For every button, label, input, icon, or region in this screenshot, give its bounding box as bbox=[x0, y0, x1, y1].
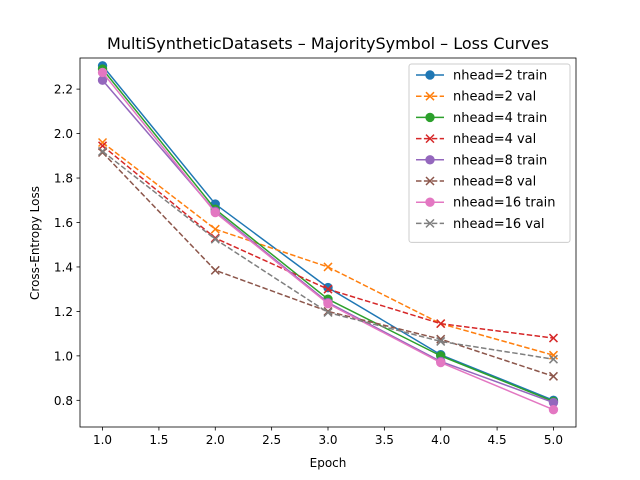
data-point-s6-p2 bbox=[323, 298, 333, 309]
data-point-s1-p1-stroke-b bbox=[210, 224, 220, 234]
legend-marker-7-stroke-b bbox=[425, 218, 435, 228]
legend-marker-3-stroke-b bbox=[425, 134, 435, 144]
y-tick-label-6: 2.0 bbox=[54, 127, 73, 141]
x-tick-label-7: 4.5 bbox=[488, 433, 507, 447]
data-point-s3-p4 bbox=[548, 333, 558, 343]
x-tick-label-3: 2.5 bbox=[262, 433, 281, 447]
legend-label-3: nhead=4 val bbox=[453, 132, 536, 147]
x-tick-label-2: 2.0 bbox=[206, 433, 225, 447]
data-point-s1-p0 bbox=[98, 137, 108, 148]
data-point-s7-p3 bbox=[436, 336, 446, 346]
legend-label-2: nhead=4 train bbox=[453, 111, 547, 126]
data-point-s5-p4 bbox=[548, 371, 558, 381]
x-axis-label: Epoch bbox=[310, 456, 347, 470]
legend-marker-7 bbox=[425, 218, 435, 228]
x-tick-label-5: 3.5 bbox=[375, 433, 394, 447]
data-point-s3-p3 bbox=[436, 319, 446, 329]
data-point-s5-p2 bbox=[323, 306, 333, 316]
y-tick-label-7: 2.2 bbox=[54, 83, 73, 97]
data-point-s7-p1 bbox=[210, 234, 220, 244]
y-tick-label-5: 1.8 bbox=[54, 172, 73, 186]
y-tick-label-1: 1.0 bbox=[54, 349, 73, 363]
legend-box bbox=[408, 63, 571, 243]
y-tick-label-2: 1.2 bbox=[54, 305, 73, 319]
data-point-s1-p0-stroke-b bbox=[98, 137, 108, 148]
y-axis-label: Cross-Entropy Loss bbox=[28, 186, 42, 300]
data-point-s1-p4 bbox=[548, 350, 558, 360]
legend-marker-5 bbox=[425, 176, 435, 186]
data-point-s5-p1 bbox=[210, 265, 220, 275]
x-tick-label-8: 5.0 bbox=[544, 433, 563, 447]
data-point-s3-p2 bbox=[323, 284, 333, 294]
data-point-s3-p4-stroke-b bbox=[548, 333, 558, 343]
legend-label-7: nhead=16 val bbox=[453, 217, 545, 232]
legend-marker-3 bbox=[425, 134, 435, 144]
legend-marker-0 bbox=[425, 70, 435, 80]
data-point-s7-p4 bbox=[548, 354, 558, 364]
data-point-s5-p1-stroke-b bbox=[210, 265, 220, 275]
x-tick-label-1: 1.5 bbox=[149, 433, 168, 447]
data-point-s5-p4-stroke-b bbox=[548, 371, 558, 381]
data-point-s6-p3 bbox=[436, 357, 446, 368]
y-tick-label-3: 1.4 bbox=[54, 260, 73, 274]
plot-area: 1.0 1.5 2.0 2.5 3.0 3.5 4.0 4.5 5.0 0.8 1.0 1.2 1.4 1… bbox=[54, 57, 577, 447]
legend-label-5: nhead=8 val bbox=[453, 175, 536, 190]
legend-marker-1 bbox=[425, 91, 435, 101]
data-point-s1-p2 bbox=[323, 262, 333, 272]
y-tick-label-0: 0.8 bbox=[54, 394, 73, 408]
data-point-s6-p1 bbox=[210, 207, 220, 218]
data-point-s3-p3-stroke-b bbox=[436, 319, 446, 329]
y-tick-label-4: 1.6 bbox=[54, 216, 73, 230]
data-point-s7-p0-stroke-b bbox=[98, 146, 108, 156]
x-tick-label-6: 4.0 bbox=[431, 433, 450, 447]
data-point-s7-p4-stroke-b bbox=[548, 354, 558, 364]
legend: nhead=2 train nhead=2 val nhead=4 train nhe… bbox=[408, 63, 571, 243]
legend-marker-5-stroke-b bbox=[425, 176, 435, 186]
x-tick-label-4: 3.0 bbox=[318, 433, 337, 447]
data-point-s1-p4-stroke-b bbox=[548, 350, 558, 360]
x-tick-label-0: 1.0 bbox=[93, 433, 112, 447]
data-point-s5-p0-stroke-b bbox=[98, 147, 108, 158]
series-line-5 bbox=[102, 151, 554, 378]
legend-label-6: nhead=16 train bbox=[453, 196, 556, 211]
data-point-s6-p4 bbox=[548, 404, 559, 415]
legend-label-1: nhead=2 val bbox=[453, 90, 536, 105]
legend-marker-4 bbox=[425, 155, 435, 165]
chart-title: MultiSyntheticDatasets – MajoritySymbol … bbox=[107, 34, 549, 53]
data-point-s3-p2-stroke-b bbox=[323, 284, 333, 294]
data-point-s7-p2 bbox=[323, 307, 333, 318]
legend-label-0: nhead=2 train bbox=[453, 69, 547, 84]
data-point-s5-p2-stroke-b bbox=[323, 306, 333, 316]
data-point-s1-p1 bbox=[210, 224, 220, 234]
data-point-s7-p0 bbox=[98, 146, 108, 156]
legend-marker-6 bbox=[425, 197, 435, 207]
data-point-s5-p0 bbox=[98, 147, 108, 158]
data-point-s3-p1-stroke-b bbox=[210, 233, 220, 243]
data-point-s5-p3-stroke-b bbox=[436, 334, 446, 344]
data-point-s7-p3-stroke-b bbox=[436, 336, 446, 346]
data-point-s7-p2-stroke-b bbox=[323, 307, 333, 318]
data-point-s7-p1-stroke-b bbox=[210, 234, 220, 244]
legend-label-4: nhead=8 train bbox=[453, 153, 547, 168]
legend-marker-2 bbox=[425, 112, 435, 123]
legend-marker-1-stroke-b bbox=[425, 91, 435, 101]
data-point-s1-p2-stroke-b bbox=[323, 262, 333, 272]
data-point-s6-p0 bbox=[97, 67, 108, 78]
